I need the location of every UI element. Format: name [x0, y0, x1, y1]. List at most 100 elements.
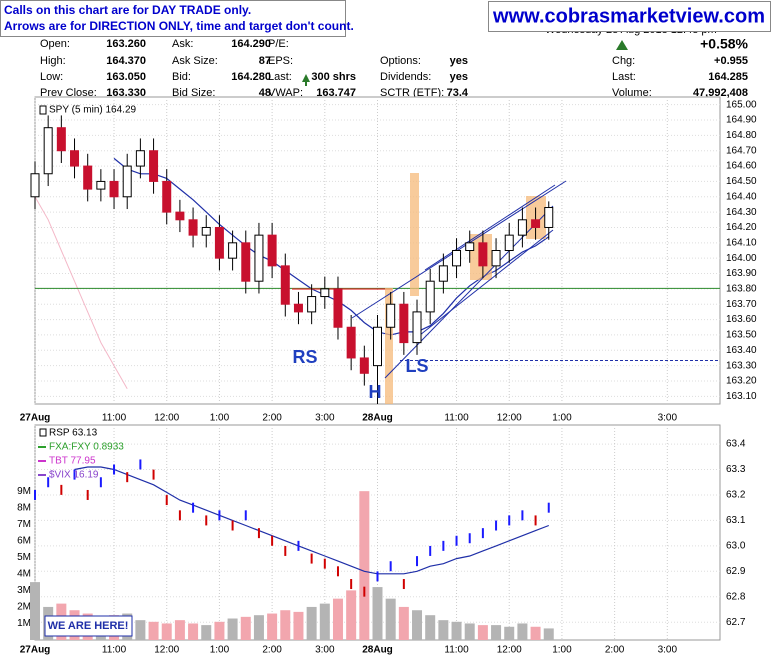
volume-bar — [451, 621, 462, 640]
moving-average — [34, 196, 128, 389]
y-tick-label: 163.10 — [726, 391, 757, 402]
field-value: +0.955 — [714, 55, 748, 67]
y-tick-label: 163.70 — [726, 299, 757, 310]
volume-tick-label: 5M — [17, 552, 31, 563]
field-value: 73.4 — [447, 87, 469, 99]
pattern-label: LS — [405, 356, 428, 376]
candle-body — [531, 219, 541, 228]
x-tick-label: 27Aug — [20, 645, 51, 656]
x-tick-label: 27Aug — [20, 413, 51, 424]
y-tick-label: 63.4 — [726, 439, 746, 450]
volume-bar — [201, 625, 212, 640]
volume-bar — [464, 623, 475, 640]
field-label: Bid Size: — [172, 87, 215, 99]
note-box — [44, 615, 133, 637]
candle-body — [149, 150, 159, 182]
volume-tick-label: 3M — [17, 585, 31, 596]
candle-body — [307, 296, 317, 313]
y-tick-label: 63.1 — [726, 515, 746, 526]
field-value: 164.285 — [708, 71, 748, 83]
y-tick-label: 63.3 — [726, 464, 746, 475]
y-tick-label: 164.70 — [726, 145, 757, 156]
candle-body — [228, 242, 238, 259]
x-tick-label: 11:00 — [102, 413, 127, 424]
site-box — [488, 1, 771, 32]
y-tick-label: 165.00 — [726, 99, 757, 110]
field-label: Bid: — [172, 71, 191, 83]
candle-body — [175, 211, 185, 221]
x-tick-label: 1:00 — [552, 645, 572, 656]
volume-bar — [214, 621, 225, 640]
y-tick-label: 163.80 — [726, 284, 757, 295]
y-tick-label: 62.8 — [726, 591, 746, 602]
up-arrow — [302, 74, 310, 86]
field-value: 47,992,408 — [693, 87, 748, 99]
x-tick-label: 11:00 — [102, 645, 127, 656]
x-tick-label: 1:00 — [210, 645, 230, 656]
note-label: WE ARE HERE! — [48, 620, 129, 632]
field-value: 164.370 — [106, 55, 146, 67]
field-label: Chg: — [612, 55, 635, 67]
y-tick-label: 164.10 — [726, 237, 757, 248]
candle-body — [320, 288, 330, 298]
field-label: Ask Size: — [172, 55, 218, 67]
notice-box — [0, 0, 346, 37]
candle-body — [333, 288, 343, 328]
y-tick-label: 164.80 — [726, 130, 757, 141]
candle-body — [504, 234, 514, 251]
volume-bar — [412, 610, 423, 640]
y-tick-label: 163.40 — [726, 345, 757, 356]
x-tick-label: 2:00 — [605, 645, 625, 656]
field-value: yes — [450, 71, 468, 83]
candle-body — [56, 127, 66, 152]
title-icon — [39, 105, 47, 115]
field-value: yes — [450, 55, 468, 67]
volume-bar — [253, 615, 264, 640]
y-tick-label: 164.20 — [726, 222, 757, 233]
volume-bar — [359, 491, 370, 640]
candle-body — [43, 127, 53, 175]
candle-body — [399, 303, 409, 344]
candle-body — [201, 226, 211, 236]
candle-body — [122, 165, 132, 198]
candle-body — [425, 280, 435, 313]
field-label: Dividends: — [380, 71, 431, 83]
volume-bar — [319, 603, 330, 640]
volume-bar — [385, 598, 396, 640]
candle-body — [214, 226, 224, 259]
volume-bar — [267, 613, 278, 640]
candle-body — [109, 180, 119, 198]
field-label: Open: — [40, 38, 70, 50]
y-tick-label: 63.2 — [726, 490, 746, 501]
candle-body — [373, 326, 382, 367]
candle-body — [544, 207, 554, 228]
field-label: Last: — [268, 71, 292, 83]
legend-label: TBT 77.95 — [49, 456, 96, 467]
x-tick-label: 3:00 — [658, 645, 678, 656]
field-label: Low: — [40, 71, 63, 83]
volume-bar — [504, 626, 515, 640]
x-tick-label: 28Aug — [362, 413, 393, 424]
channel-line — [419, 229, 554, 336]
field-label: VWAP: — [268, 87, 303, 99]
volume-bar — [332, 598, 343, 640]
x-tick-label: 3:00 — [315, 413, 335, 424]
y-tick-label: 164.90 — [726, 115, 757, 126]
x-tick-label: 12:00 — [497, 413, 522, 424]
legend-label: FXA:FXY 0.8933 — [49, 442, 124, 453]
highlight-box — [410, 173, 419, 296]
y-tick-label: 163.30 — [726, 360, 757, 371]
field-value: 163.747 — [316, 87, 356, 99]
candle-body — [267, 234, 277, 267]
candle-body — [30, 173, 40, 198]
volume-bar — [161, 623, 172, 640]
candle-body — [346, 326, 356, 359]
site-url: www.cobrasmarketview.com — [492, 5, 765, 27]
volume-bar — [438, 620, 449, 640]
y-tick-label: 164.00 — [726, 253, 757, 264]
volume-bar — [293, 611, 304, 640]
x-tick-label: 12:00 — [154, 413, 179, 424]
volume-bar — [148, 621, 159, 640]
y-tick-label: 164.30 — [726, 207, 757, 218]
x-tick-label: 12:00 — [154, 645, 179, 656]
